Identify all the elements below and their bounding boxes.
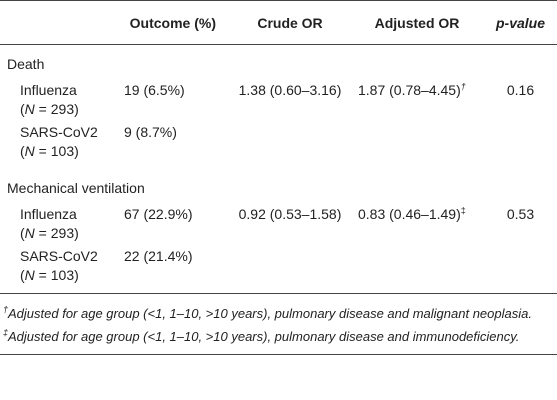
- row-n: (N = 103): [20, 267, 79, 283]
- row-name: SARS-CoV2: [20, 248, 98, 264]
- cell-p-value: 0.53: [506, 206, 535, 222]
- cell-adjusted-or: 1.87 (0.78–4.45)†: [358, 81, 466, 98]
- row-label: Influenza (N = 293): [0, 77, 118, 119]
- table-row: Influenza (N = 293) 19 (6.5%) 1.38 (0.60…: [0, 77, 557, 119]
- group-row-death: Death: [0, 45, 557, 78]
- cell-outcome: 22 (21.4%): [124, 248, 193, 264]
- header-p-value: p-value: [484, 0, 557, 45]
- cell-crude-or: 1.38 (0.60–3.16): [238, 82, 342, 98]
- header-row: Outcome (%) Crude OR Adjusted OR p-value: [0, 0, 557, 45]
- footnote-text: Adjusted for age group (<1, 1–10, >10 ye…: [8, 329, 520, 344]
- cell-outcome: 9 (8.7%): [124, 124, 177, 140]
- results-table-container: Outcome (%) Crude OR Adjusted OR p-value…: [0, 0, 557, 355]
- cell-adjusted-or: [350, 119, 484, 169]
- row-n: (N = 293): [20, 101, 79, 117]
- footnote-mark: †: [3, 304, 9, 315]
- row-n: (N = 103): [20, 143, 79, 159]
- group-row-mechanical-ventilation: Mechanical ventilation: [0, 169, 557, 201]
- cell-crude-or: 0.92 (0.53–1.58): [238, 206, 342, 222]
- results-table: Outcome (%) Crude OR Adjusted OR p-value…: [0, 0, 557, 293]
- cell-crude-or: [230, 119, 350, 169]
- footnote: ‡Adjusted for age group (<1, 1–10, >10 y…: [3, 327, 555, 346]
- cell-adjusted-or: 0.83 (0.46–1.49)‡: [358, 205, 466, 222]
- footnote-text: Adjusted for age group (<1, 1–10, >10 ye…: [8, 306, 532, 321]
- footnote-mark: ‡: [460, 205, 466, 216]
- footnote: †Adjusted for age group (<1, 1–10, >10 y…: [3, 304, 555, 323]
- cell-outcome: 19 (6.5%): [124, 82, 185, 98]
- row-name: Influenza: [20, 82, 77, 98]
- row-name: SARS-CoV2: [20, 124, 98, 140]
- row-label: SARS-CoV2 (N = 103): [0, 119, 118, 169]
- footnote-mark: †: [460, 81, 466, 92]
- row-label: Influenza (N = 293): [0, 201, 118, 243]
- group-label: Death: [7, 56, 45, 72]
- group-label: Mechanical ventilation: [7, 180, 145, 196]
- footnotes: †Adjusted for age group (<1, 1–10, >10 y…: [0, 294, 557, 355]
- row-name: Influenza: [20, 206, 77, 222]
- header-adjusted-or: Adjusted OR: [350, 0, 484, 45]
- row-label: SARS-CoV2 (N = 103): [0, 243, 118, 293]
- header-blank: [0, 0, 118, 45]
- table-divider: [0, 293, 557, 294]
- cell-p-value: [484, 243, 557, 293]
- cell-p-value: [484, 119, 557, 169]
- header-outcome: Outcome (%): [118, 0, 230, 45]
- table-row: Influenza (N = 293) 67 (22.9%) 0.92 (0.5…: [0, 201, 557, 243]
- footnote-mark: ‡: [3, 327, 9, 338]
- table-row: SARS-CoV2 (N = 103) 9 (8.7%): [0, 119, 557, 169]
- cell-crude-or: [230, 243, 350, 293]
- cell-outcome: 67 (22.9%): [124, 206, 193, 222]
- cell-p-value: 0.16: [506, 82, 535, 98]
- cell-adjusted-or: [350, 243, 484, 293]
- table-row: SARS-CoV2 (N = 103) 22 (21.4%): [0, 243, 557, 293]
- row-n: (N = 293): [20, 225, 79, 241]
- header-crude-or: Crude OR: [230, 0, 350, 45]
